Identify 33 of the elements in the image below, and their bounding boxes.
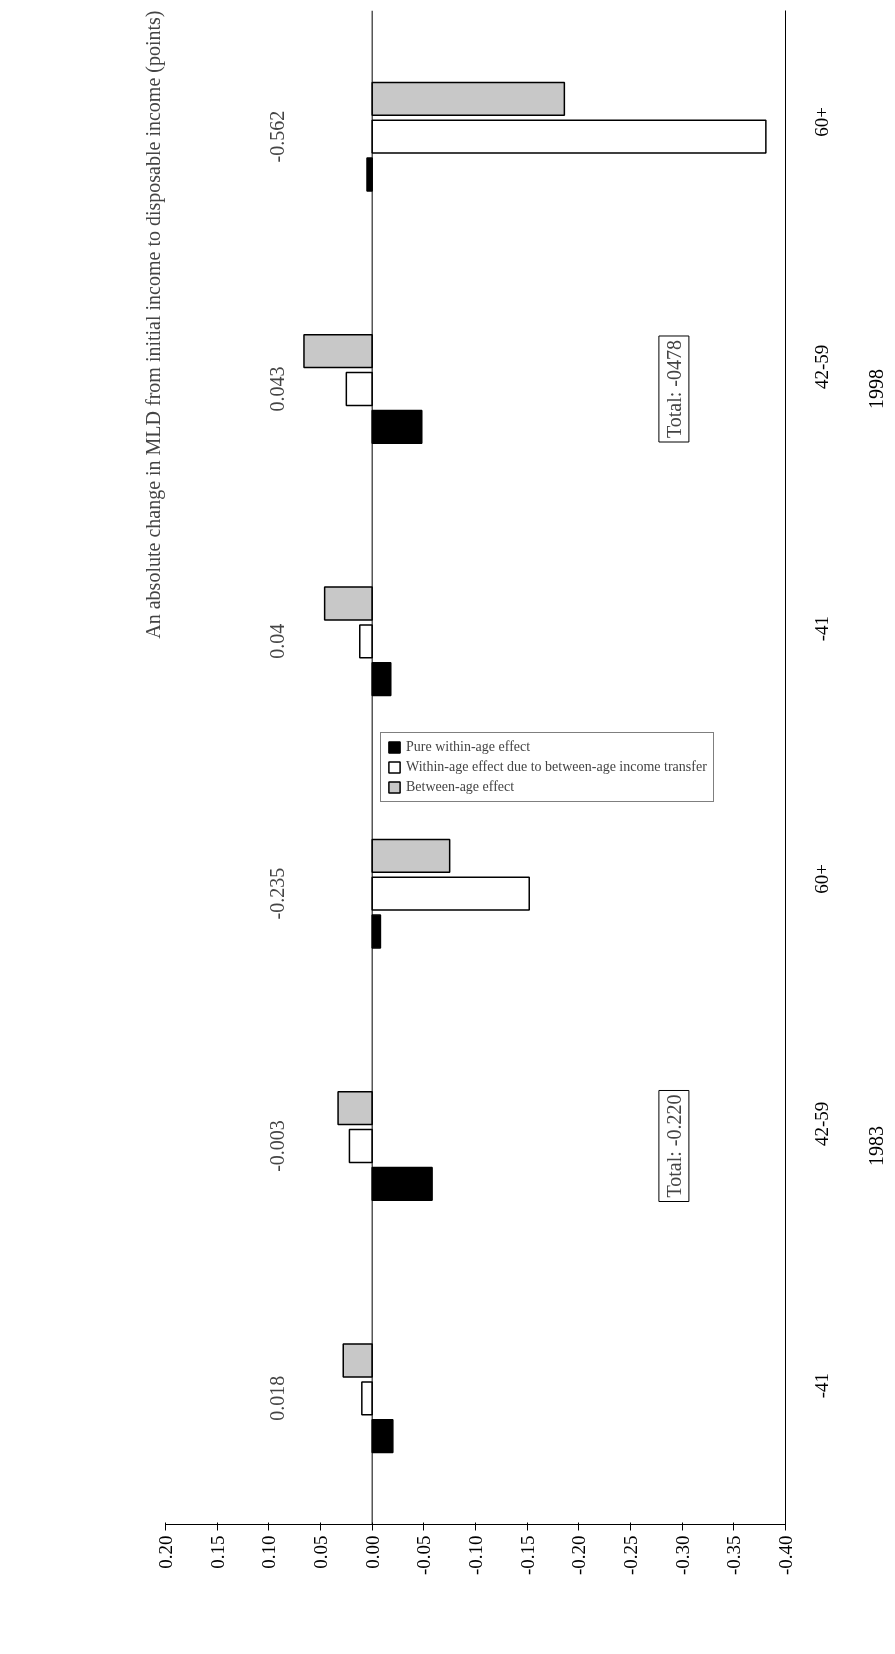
- x-tick-label: -0.25: [620, 1535, 641, 1576]
- annotation: Total: -0478: [662, 339, 685, 439]
- y-tick-label: -41: [811, 616, 832, 642]
- x-tick-label: 0.20: [155, 1535, 176, 1569]
- text: An absolute change in MLD from initial income to disposable income (points): [141, 10, 165, 639]
- y-tick-label: 42-59: [811, 344, 832, 389]
- y-tick-label: 60+: [811, 106, 832, 137]
- x-tick-label: -0.30: [671, 1535, 693, 1576]
- legend-label: Between-age effect: [406, 779, 515, 795]
- y-tick-label: 60+: [811, 863, 832, 894]
- x-tick-label: -0.15: [516, 1535, 538, 1576]
- y-tick-label: 42-59: [811, 1101, 832, 1146]
- legend-label: Pure within-age effect: [406, 739, 531, 755]
- annotation: Total: -0.220: [662, 1094, 685, 1198]
- legend-label: Within-age effect due to between-age income transfer: [406, 759, 707, 775]
- y-tick-label: -41: [811, 1373, 832, 1399]
- x-tick-label: 0.10: [258, 1535, 280, 1569]
- annotation: 0.04: [266, 623, 289, 659]
- text: 1998: [864, 369, 887, 409]
- annotation: -0.562: [266, 110, 289, 163]
- x-tick-label: -0.20: [568, 1535, 590, 1576]
- x-tick-label: 0.00: [361, 1535, 383, 1569]
- annotation: 0.018: [266, 1375, 289, 1421]
- annotation: 0.043: [266, 366, 289, 412]
- x-tick-label: -0.05: [413, 1535, 435, 1576]
- x-tick-label: 0.15: [206, 1535, 228, 1569]
- x-tick-label: 0.05: [310, 1535, 331, 1569]
- annotation: -0.235: [266, 867, 289, 920]
- x-tick-label: -0.10: [465, 1535, 486, 1576]
- x-tick-label: -0.35: [723, 1535, 745, 1576]
- annotation: -0.003: [266, 1120, 289, 1172]
- text: 1983: [864, 1126, 887, 1166]
- x-tick-label: -0.40: [775, 1535, 796, 1576]
